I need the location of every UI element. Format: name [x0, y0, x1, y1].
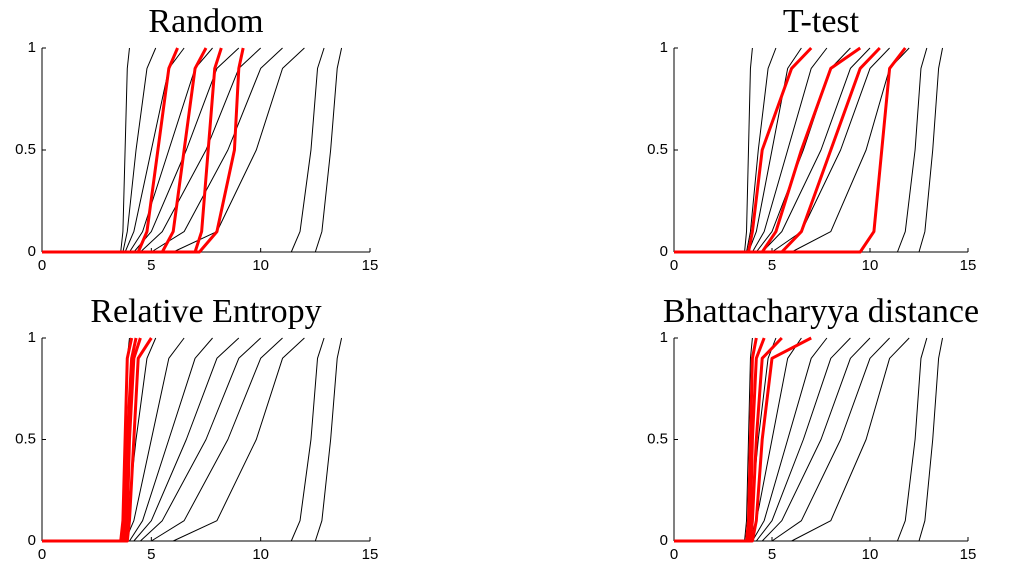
cdf-curve — [674, 337, 753, 542]
cdf-curve — [42, 337, 240, 542]
x-tick-label: 15 — [362, 257, 379, 274]
x-tick-label: 5 — [768, 257, 776, 274]
cdf-curve — [674, 46, 881, 254]
cdf-curve — [674, 336, 783, 543]
y-tick-label: 0 — [28, 243, 36, 260]
cdf-curve — [674, 337, 802, 542]
cdf-curve — [674, 47, 777, 253]
x-tick-label: 10 — [252, 257, 269, 274]
cdf-curve — [674, 336, 812, 543]
cdf-curve — [42, 337, 325, 542]
x-tick-label: 15 — [960, 546, 977, 563]
cdf-curve — [674, 337, 758, 543]
x-tick-label: 15 — [960, 257, 977, 274]
y-tick-label: 0.5 — [15, 141, 36, 158]
cdf-curve — [42, 337, 185, 542]
cdf-curve — [674, 337, 928, 542]
cdf-curve — [674, 337, 910, 542]
y-tick-label: 0 — [660, 243, 668, 260]
chart-title: Random — [148, 3, 263, 40]
y-tick-label: 0.5 — [647, 141, 668, 158]
x-tick-label: 10 — [252, 546, 269, 563]
cdf-curve — [42, 337, 130, 542]
chart-title: Relative Entropy — [90, 293, 321, 330]
chart-title: Bhattacharyya distance — [663, 293, 979, 330]
cdf-curve — [674, 47, 944, 253]
chart-title: T-test — [783, 3, 860, 40]
x-tick-label: 0 — [38, 546, 46, 563]
cdf-curve — [42, 337, 134, 543]
cdf-curve — [42, 47, 130, 253]
y-tick-label: 1 — [660, 329, 668, 346]
cdf-curve — [42, 47, 179, 254]
cdf-curve — [674, 337, 890, 542]
x-tick-label: 15 — [362, 546, 379, 563]
y-tick-label: 0 — [660, 532, 668, 549]
y-tick-label: 0 — [28, 532, 36, 549]
cdf-curve — [42, 337, 283, 542]
y-tick-label: 1 — [28, 329, 36, 346]
x-tick-label: 0 — [670, 257, 678, 274]
x-tick-label: 5 — [768, 546, 776, 563]
cdf-curve — [42, 47, 283, 253]
cdf-curve — [674, 46, 813, 254]
x-tick-label: 5 — [147, 257, 155, 274]
y-tick-label: 1 — [28, 39, 36, 56]
cdf-curve — [42, 47, 343, 253]
cdf-curve — [42, 47, 208, 254]
cdf-curve — [42, 47, 157, 253]
y-tick-label: 0.5 — [647, 430, 668, 447]
cdf-curve — [674, 47, 802, 253]
cdf-curve — [42, 47, 245, 254]
y-tick-label: 1 — [660, 39, 668, 56]
cdf-curve — [42, 47, 185, 253]
cdf-curve — [42, 337, 153, 543]
x-tick-label: 10 — [862, 257, 879, 274]
cdf-curve — [674, 47, 753, 253]
cdf-curve — [674, 47, 907, 254]
cdf-curve — [42, 337, 305, 542]
x-tick-label: 10 — [862, 546, 879, 563]
x-tick-label: 0 — [670, 546, 678, 563]
x-tick-label: 5 — [147, 546, 155, 563]
x-tick-label: 0 — [38, 257, 46, 274]
cdf-curve — [42, 337, 343, 542]
y-tick-label: 0.5 — [15, 430, 36, 447]
cdf-curve — [674, 337, 944, 542]
